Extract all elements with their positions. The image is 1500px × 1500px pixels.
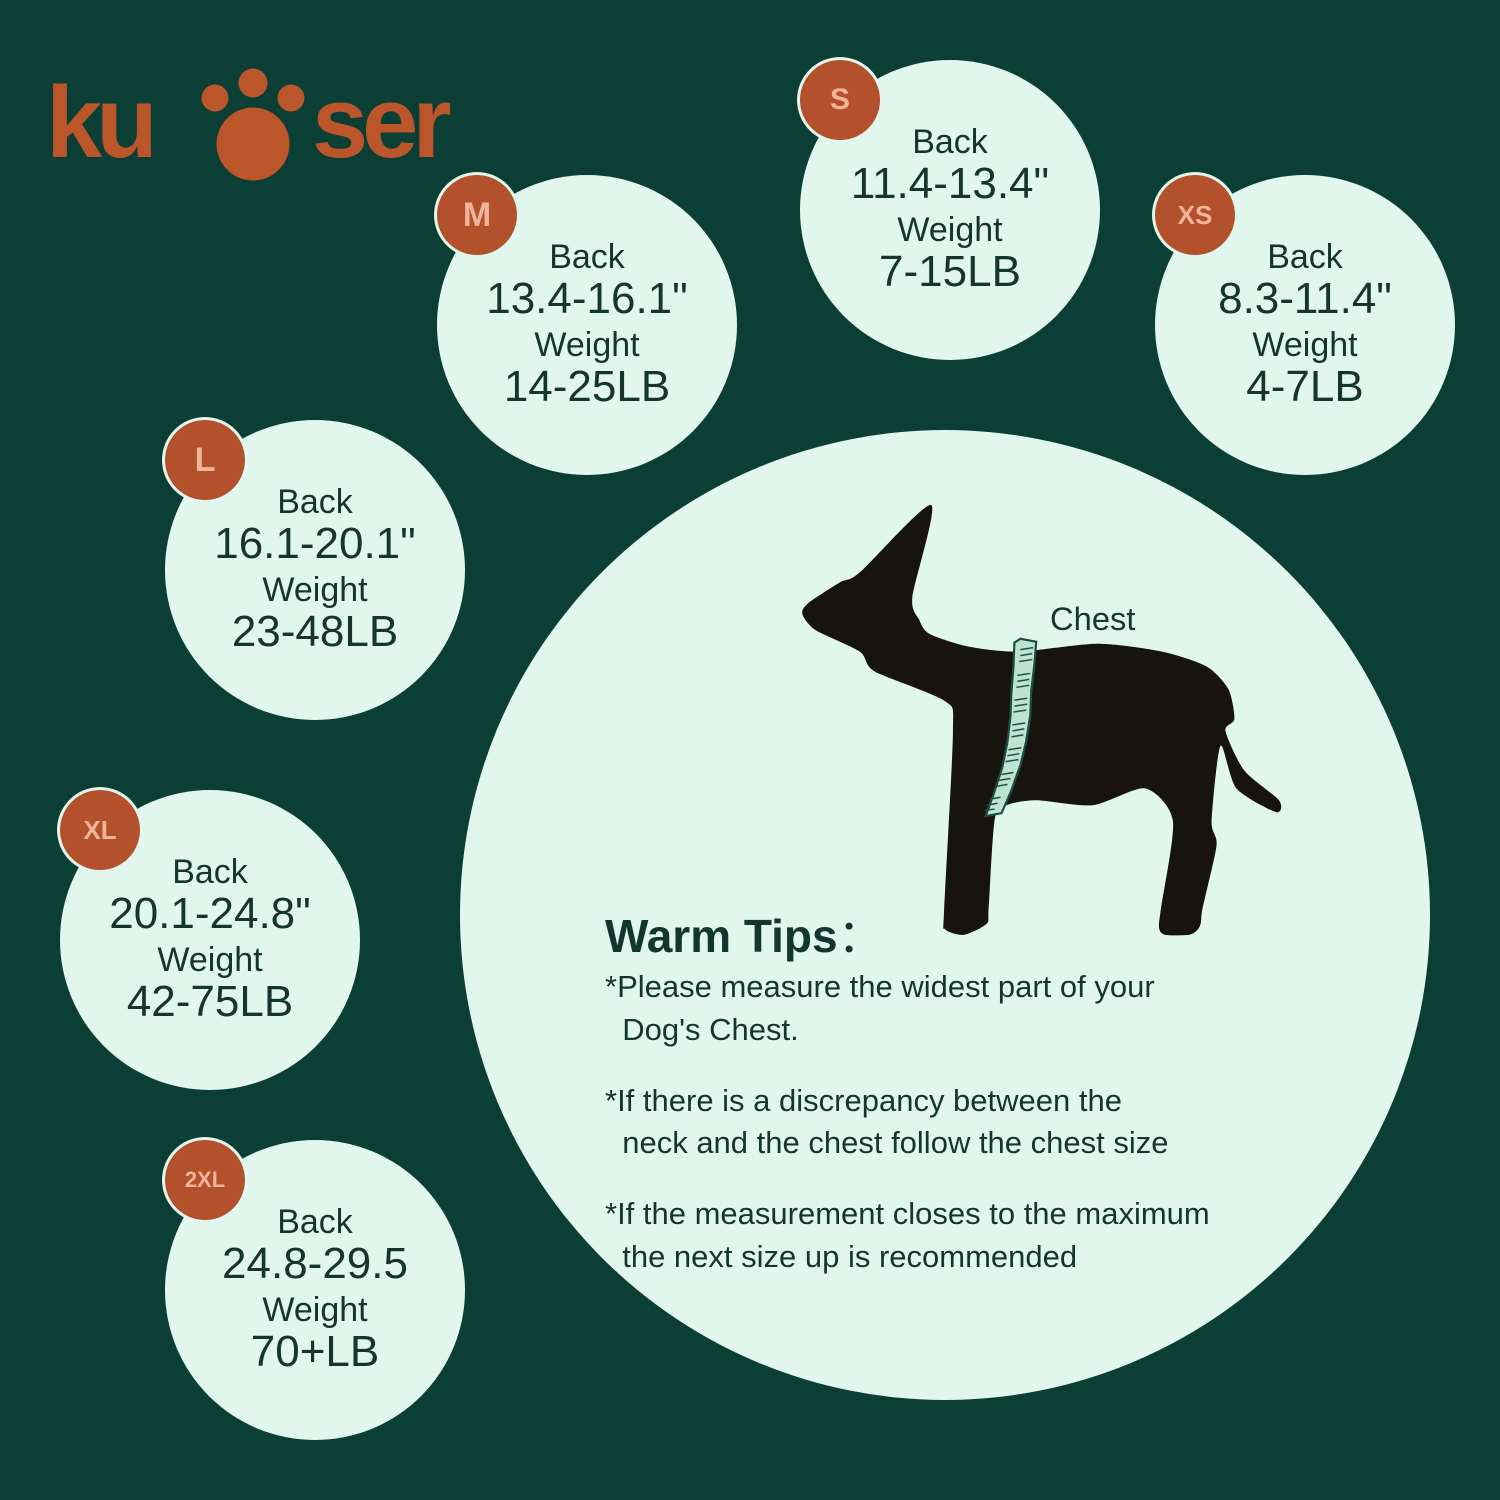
svg-text:Chest: Chest: [1050, 600, 1135, 637]
svg-text:ser: ser: [312, 67, 450, 179]
svg-text:ku: ku: [50, 67, 152, 179]
